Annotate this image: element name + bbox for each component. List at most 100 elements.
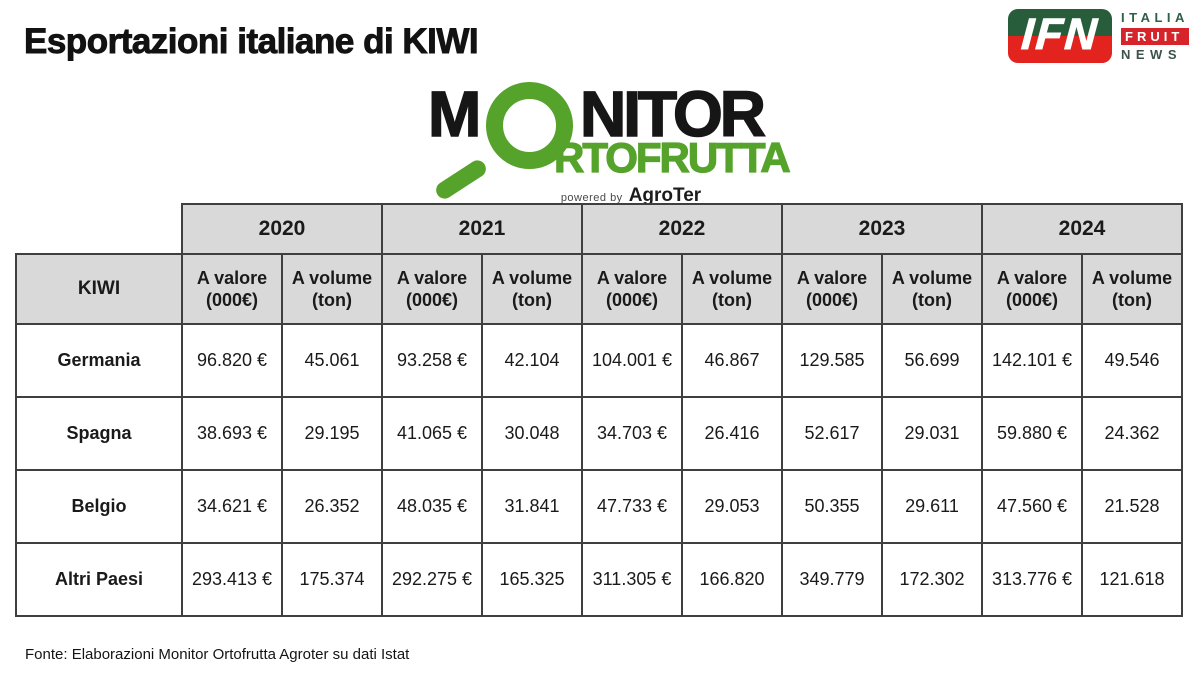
table-row-belgio: Belgio 34.621 €26.352 48.035 €31.841 47.733… [15,469,1183,544]
value-germania-2020-volume: 45.061 [281,323,383,398]
col-header-valore-2024: A valore (000€) [981,253,1083,325]
value-germania-2021-valore: 93.258 € [381,323,483,398]
value-spagna-2022-volume: 26.416 [681,396,783,471]
col-header-unit: (000€) [605,290,659,310]
row-label-spagna: Spagna [15,396,183,471]
value-germania-2021-volume: 42.104 [481,323,583,398]
year-header-2023: 2023 [781,203,983,255]
col-header-label: A valore [996,267,1068,288]
value-altri-paesi-2021-valore: 292.275 € [381,542,483,617]
value-belgio-2024-volume: 21.528 [1081,469,1183,544]
col-header-unit: (000€) [805,290,859,310]
value-belgio-2021-volume: 31.841 [481,469,583,544]
row-group-header-kiwi: KIWI [15,253,183,325]
row-label-germania: Germania [15,323,183,398]
col-header-volume-2023: A volume (ton) [881,253,983,325]
col-header-label: A valore [796,267,868,288]
value-spagna-2020-valore: 38.693 € [181,396,283,471]
value-germania-2020-valore: 96.820 € [181,323,283,398]
value-germania-2022-volume: 46.867 [681,323,783,398]
col-header-label: A volume [891,267,973,288]
powered-by-line: powered by AgroTer [536,185,726,207]
value-altri-paesi-2022-volume: 166.820 [681,542,783,617]
year-header-2020: 2020 [181,203,383,255]
value-belgio-2023-valore: 50.355 [781,469,883,544]
value-germania-2023-volume: 56.699 [881,323,983,398]
value-spagna-2021-volume: 30.048 [481,396,583,471]
col-header-unit: (ton) [312,290,352,310]
value-belgio-2022-volume: 29.053 [681,469,783,544]
powered-by-label: powered by [560,192,623,204]
col-header-valore-2022: A valore (000€) [581,253,683,325]
value-altri-paesi-2024-valore: 313.776 € [981,542,1083,617]
value-altri-paesi-2020-valore: 293.413 € [181,542,283,617]
col-header-label: A valore [196,267,268,288]
ifn-word-news: NEWS [1121,47,1182,62]
col-header-unit: (000€) [405,290,459,310]
value-belgio-2021-valore: 48.035 € [381,469,483,544]
col-header-volume-2022: A volume (ton) [681,253,783,325]
col-header-label: A volume [291,267,373,288]
value-spagna-2023-valore: 52.617 [781,396,883,471]
value-spagna-2024-volume: 24.362 [1081,396,1183,471]
magnifier-handle-icon [432,157,490,202]
value-altri-paesi-2024-volume: 121.618 [1081,542,1183,617]
table-row-altri-paesi: Altri Paesi 293.413 €175.374 292.275 €165.… [15,542,1183,617]
row-label-belgio: Belgio [15,469,183,544]
value-germania-2023-valore: 129.585 [781,323,883,398]
col-header-label: A volume [691,267,773,288]
year-header-2022: 2022 [581,203,783,255]
table-row-germania: Germania 96.820 €45.061 93.258 €42.104 104.… [15,323,1183,398]
row-label-altri-paesi: Altri Paesi [15,542,183,617]
col-header-unit: (ton) [712,290,752,310]
ifn-word-italia: ITALIA [1121,10,1189,25]
col-header-label: A volume [491,267,573,288]
kiwi-export-table: 2020 2021 2022 2023 2024 KIWI A valore (000€) A … [15,203,1183,617]
ortofrutta-word: RTOFRUTTA [553,134,791,181]
value-belgio-2023-volume: 29.611 [881,469,983,544]
col-header-valore-2021: A valore (000€) [381,253,483,325]
ifn-acronym: IFN [1019,9,1101,59]
value-altri-paesi-2023-valore: 349.779 [781,542,883,617]
col-header-unit: (ton) [1112,290,1152,310]
value-belgio-2024-valore: 47.560 € [981,469,1083,544]
col-header-unit: (ton) [912,290,952,310]
monitor-ortofrutta-logo: M NITOR RTOFRUTTA powered by AgroTer [427,78,791,210]
year-header-2021: 2021 [381,203,583,255]
value-germania-2022-valore: 104.001 € [581,323,683,398]
col-header-unit: (ton) [512,290,552,310]
source-note: Fonte: Elaborazioni Monitor Ortofrutta A… [25,646,410,663]
col-header-unit: (000€) [205,290,259,310]
value-belgio-2022-valore: 47.733 € [581,469,683,544]
value-altri-paesi-2021-volume: 165.325 [481,542,583,617]
value-germania-2024-volume: 49.546 [1081,323,1183,398]
value-spagna-2023-volume: 29.031 [881,396,983,471]
col-header-label: A volume [1091,267,1173,288]
ifn-word-fruit: FRUIT [1121,27,1189,45]
ifn-badge-red-bar [1008,36,1112,63]
col-header-valore-2023: A valore (000€) [781,253,883,325]
value-altri-paesi-2022-valore: 311.305 € [581,542,683,617]
col-header-volume-2021: A volume (ton) [481,253,583,325]
ifn-badge-icon: IFN [1008,9,1112,63]
value-spagna-2021-valore: 41.065 € [381,396,483,471]
monitor-word-suffix: NITOR [579,78,766,150]
ifn-wordmark: ITALIA FRUIT NEWS [1121,9,1189,63]
value-belgio-2020-valore: 34.621 € [181,469,283,544]
col-header-valore-2020: A valore (000€) [181,253,283,325]
ifn-logo: IFN ITALIA FRUIT NEWS [1008,9,1189,63]
monitor-word-prefix: M [427,78,482,150]
col-header-volume-2020: A volume (ton) [281,253,383,325]
value-spagna-2024-valore: 59.880 € [981,396,1083,471]
page-title: Esportazioni italiane di KIWI [24,22,480,62]
year-header-2024: 2024 [981,203,1183,255]
ifn-badge-green-bar [1008,9,1112,36]
value-germania-2024-valore: 142.101 € [981,323,1083,398]
value-spagna-2022-valore: 34.703 € [581,396,683,471]
value-spagna-2020-volume: 29.195 [281,396,383,471]
table-row-spagna: Spagna 38.693 €29.195 41.065 €30.048 34.703… [15,396,1183,471]
col-header-volume-2024: A volume (ton) [1081,253,1183,325]
corner-cell [16,204,182,254]
col-header-unit: (000€) [1005,290,1059,310]
